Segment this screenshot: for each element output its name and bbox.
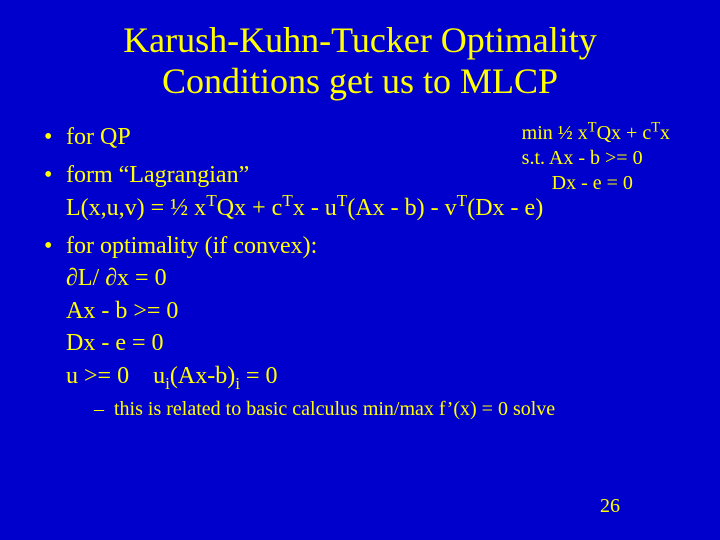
slide: Karush-Kuhn-Tucker Optimality Conditions… (0, 0, 720, 540)
bullet-text: for optimality (if convex): (66, 233, 317, 259)
bullet-for-qp: for QP (40, 121, 680, 153)
kkt-cond-3: Dx - e = 0 (66, 327, 680, 359)
sub-bullet-calculus: this is related to basic calculus min/ma… (66, 396, 680, 423)
bullet-lagrangian: form “Lagrangian” L(x,u,v) = ½ xTQx + cT… (40, 159, 680, 224)
page-number: 26 (600, 495, 620, 518)
sub-bullet-list: this is related to basic calculus min/ma… (66, 396, 680, 423)
kkt-cond-4: u >= 0 ui(Ax-b)i = 0 (66, 360, 680, 392)
kkt-cond-2: Ax - b >= 0 (66, 295, 680, 327)
bullet-list: for QP form “Lagrangian” L(x,u,v) = ½ xT… (40, 121, 680, 423)
bullet-optimality: for optimality (if convex): ∂L/ ∂x = 0 A… (40, 230, 680, 423)
title-line-2: Conditions get us to MLCP (162, 61, 558, 101)
slide-title: Karush-Kuhn-Tucker Optimality Conditions… (40, 20, 680, 103)
bullet-text: for QP (66, 124, 131, 150)
sub-bullet-text: this is related to basic calculus min/ma… (114, 398, 555, 420)
kkt-cond-1: ∂L/ ∂x = 0 (66, 262, 680, 294)
title-line-1: Karush-Kuhn-Tucker Optimality (123, 20, 597, 60)
lagrangian-formula: L(x,u,v) = ½ xTQx + cTx - uT(Ax - b) - v… (66, 192, 680, 224)
body: min ½ xTQx + cTx s.t. Ax - b >= 0 Dx - e… (40, 121, 680, 423)
bullet-text: form “Lagrangian” (66, 162, 249, 188)
